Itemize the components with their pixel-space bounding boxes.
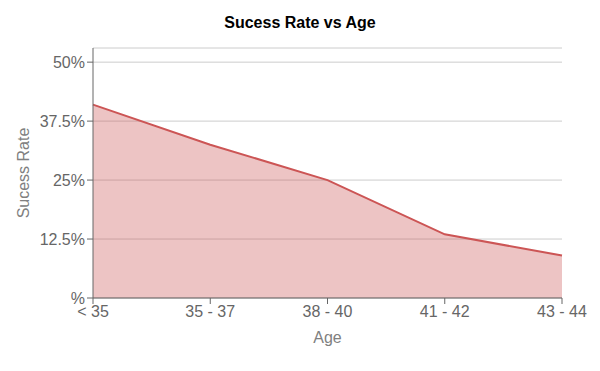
svg-text:12.5%: 12.5% [40, 231, 85, 248]
svg-text:41 - 42: 41 - 42 [420, 303, 470, 320]
html-text:Sucess Rate vs Age: Sucess Rate vs Age [224, 14, 376, 31]
svg-text:38 - 40: 38 - 40 [303, 303, 353, 320]
svg-text:25%: 25% [53, 172, 85, 189]
svg-text:%: % [71, 290, 85, 307]
svg-text:43 - 44: 43 - 44 [537, 303, 587, 320]
svg-text:Sucess Rate: Sucess Rate [15, 128, 32, 219]
svg-text:35 - 37: 35 - 37 [185, 303, 235, 320]
svg-text:< 35: < 35 [77, 303, 109, 321]
svg-text:50%: 50% [53, 54, 85, 71]
svg-text:37.5%: 37.5% [40, 113, 85, 130]
svg-text:Age: Age [313, 329, 342, 346]
